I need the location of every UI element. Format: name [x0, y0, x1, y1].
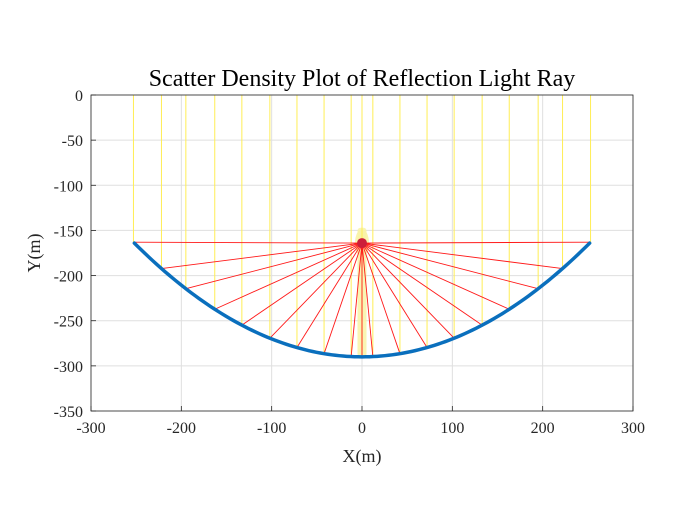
y-axis-label: Y(m)	[24, 234, 45, 273]
reflected-ray	[361, 242, 428, 348]
parabolic-mirror	[132, 241, 592, 359]
focus-point	[357, 238, 367, 249]
reflected-ray	[361, 242, 539, 290]
y-tick-label: -250	[54, 314, 83, 331]
y-tick-label: 0	[75, 88, 83, 105]
incident-rays	[132, 95, 592, 357]
reflected-ray	[361, 242, 510, 310]
y-tick-label: -50	[62, 133, 83, 150]
reflected-ray	[361, 242, 563, 269]
y-tick-label: -200	[54, 269, 83, 286]
reflected-ray	[296, 242, 363, 348]
x-tick-label: 200	[531, 420, 555, 437]
x-tick-label: -100	[257, 420, 286, 437]
y-tick-label: -300	[54, 359, 83, 376]
x-tick-label: -300	[76, 420, 105, 437]
reflected-ray	[361, 242, 455, 339]
chart-title: Scatter Density Plot of Reflection Light…	[149, 66, 576, 92]
reflected-ray	[133, 241, 363, 244]
y-axis-ticks: 0 -50 -100 -150 -200 -250 -300 -350	[54, 88, 96, 421]
reflected-ray	[361, 243, 374, 357]
y-tick-label: -100	[54, 178, 83, 195]
reflected-ray	[161, 242, 363, 269]
reflected-ray	[323, 242, 363, 354]
reflected-ray	[361, 242, 401, 354]
x-tick-label: 300	[621, 420, 645, 437]
x-tick-label: 100	[440, 420, 464, 437]
reflected-ray	[361, 241, 591, 244]
x-tick-label: 0	[358, 420, 366, 437]
reflected-ray	[241, 242, 363, 326]
x-axis-ticks: -300 -200 -100 0 100 200 300	[76, 406, 645, 437]
reflected-ray	[350, 243, 363, 357]
reflected-ray	[361, 242, 483, 326]
reflected-rays	[133, 241, 591, 357]
x-tick-label: -200	[167, 420, 196, 437]
reflected-ray	[185, 242, 363, 290]
reflected-ray	[214, 242, 363, 310]
y-tick-label: -150	[54, 223, 83, 240]
reflected-ray	[269, 242, 363, 339]
y-tick-label: -350	[54, 404, 83, 421]
x-axis-label: X(m)	[343, 446, 382, 467]
